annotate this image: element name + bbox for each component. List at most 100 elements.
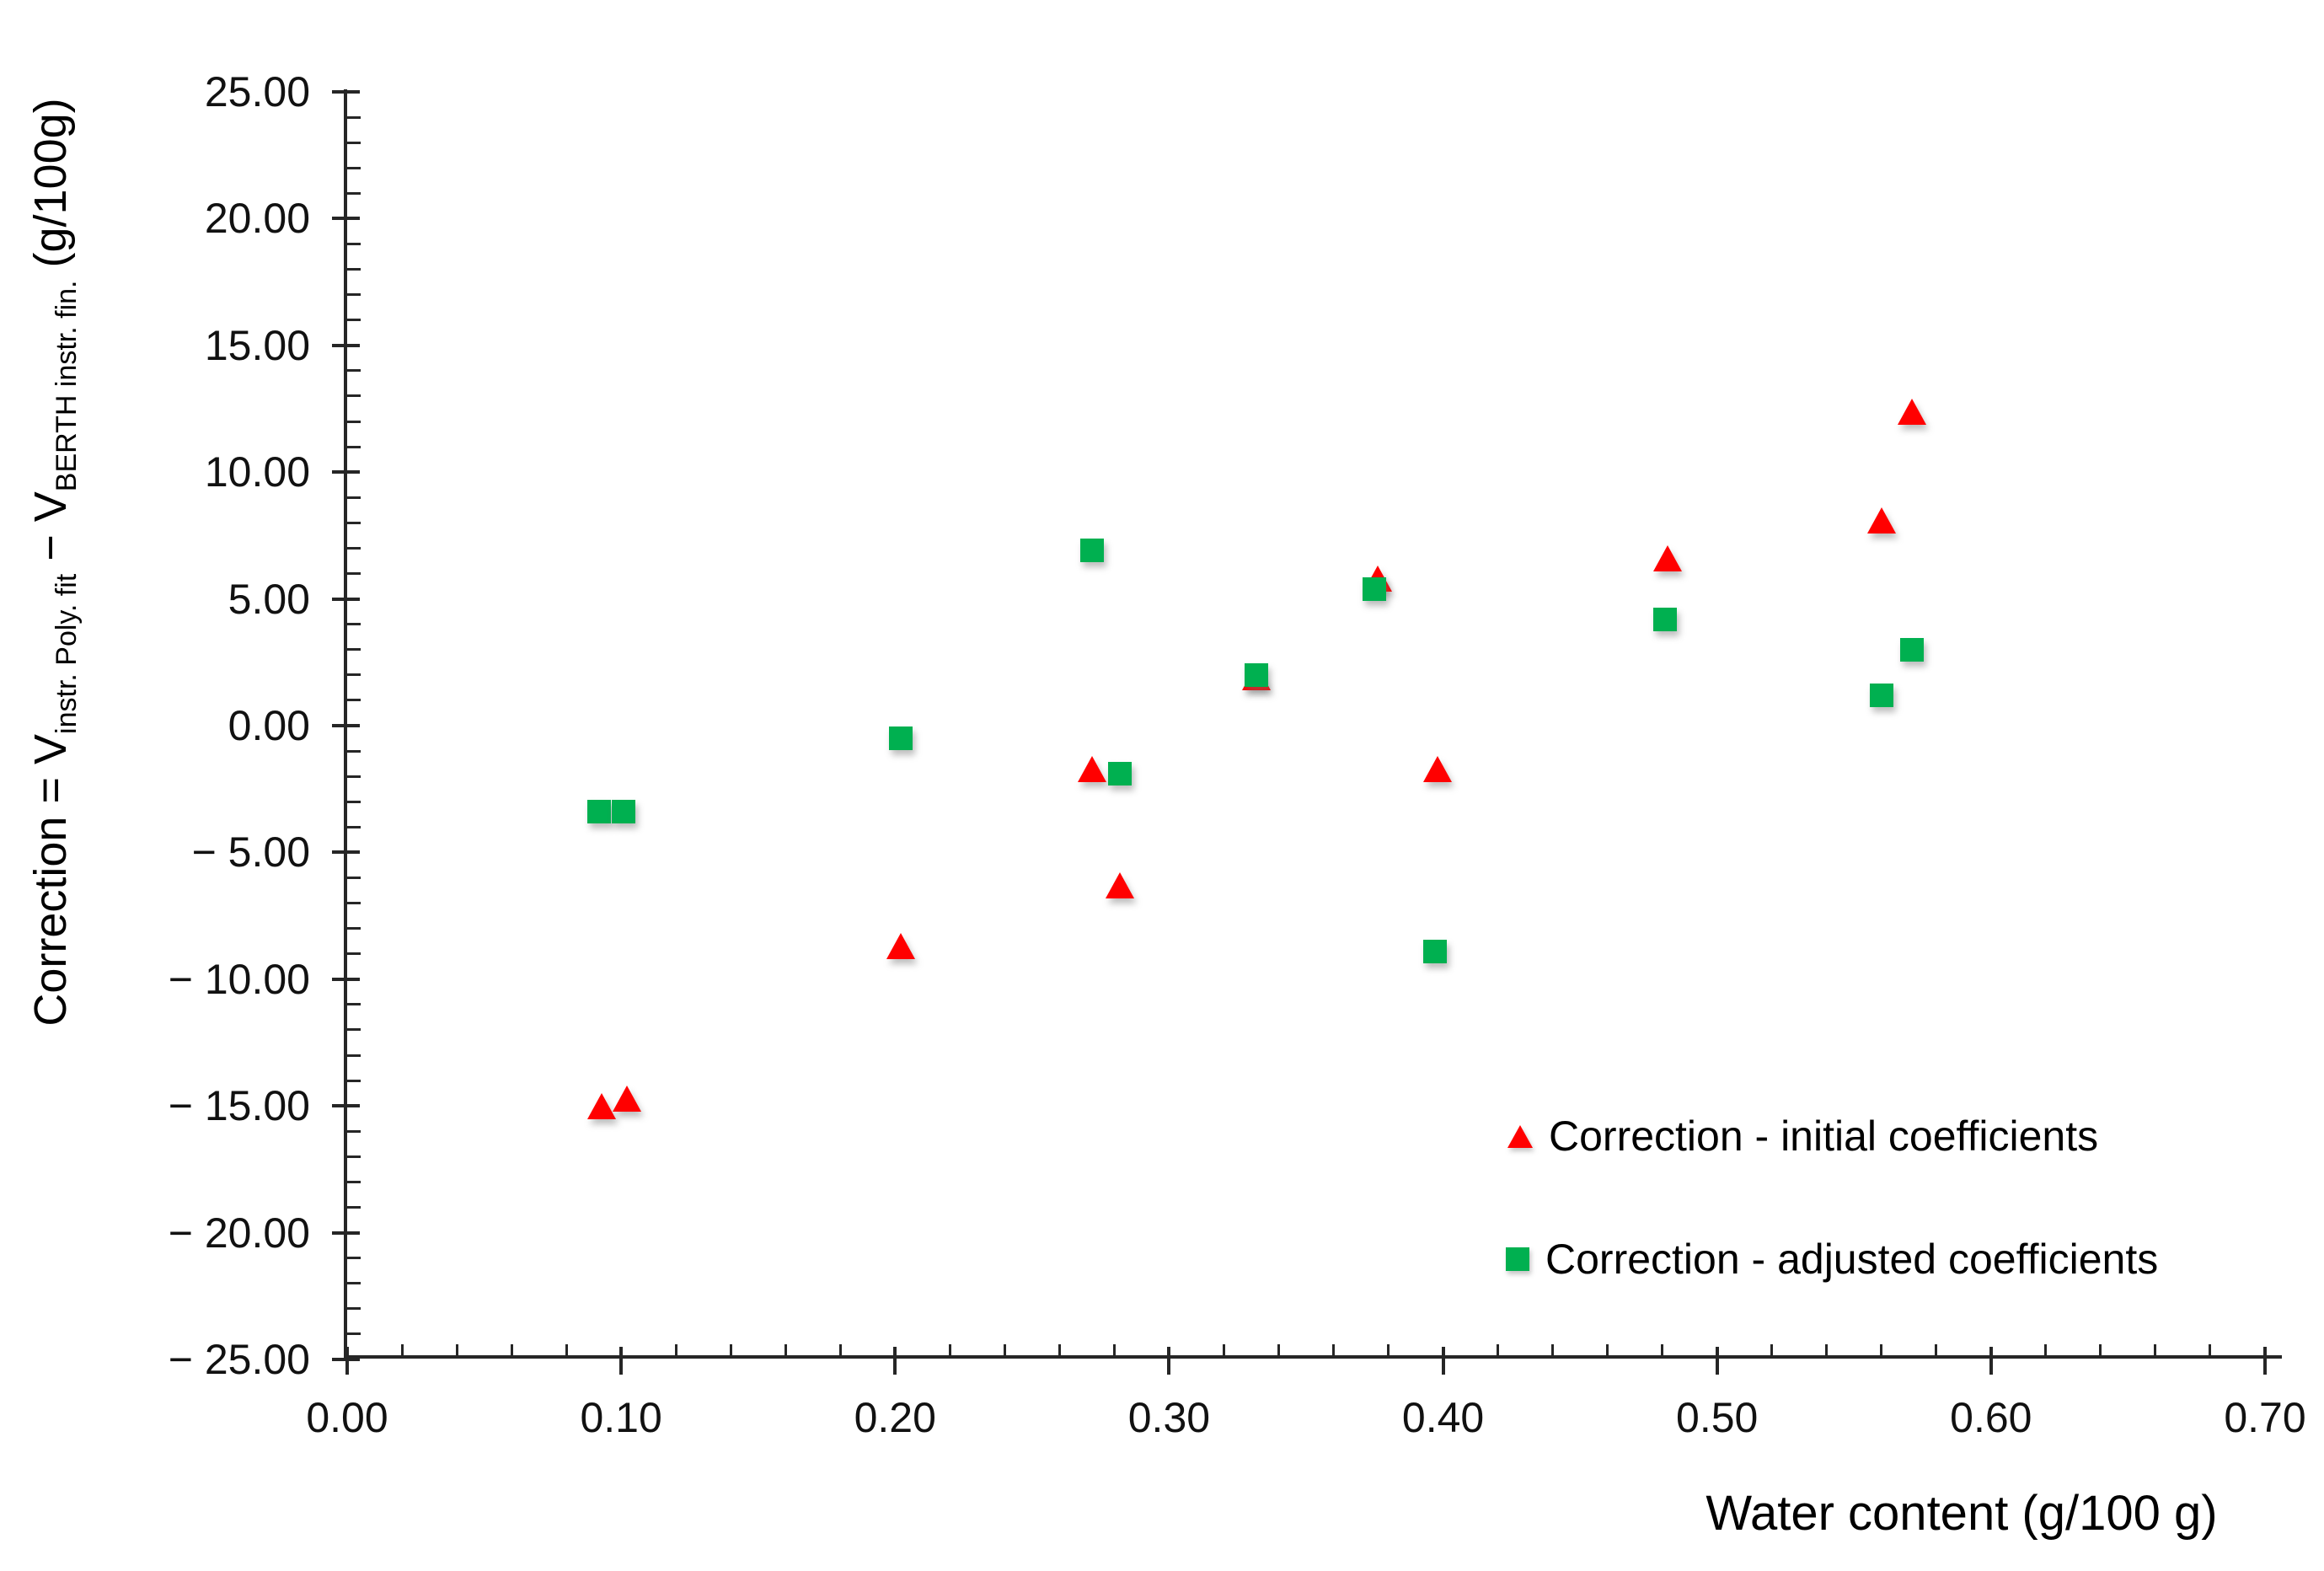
y-minor-tick — [347, 648, 361, 651]
x-minor-tick — [1112, 1344, 1116, 1357]
x-tick-label: 0.20 — [854, 1394, 936, 1441]
y-minor-tick — [347, 902, 361, 905]
y-minor-tick — [347, 825, 361, 828]
x-minor-tick — [1058, 1344, 1061, 1357]
x-minor-tick — [784, 1344, 787, 1357]
data-point-square — [1869, 683, 1893, 707]
x-major-tick — [619, 1347, 624, 1375]
x-major-tick — [1441, 1347, 1445, 1375]
data-point-square — [1080, 539, 1105, 563]
y-major-tick — [332, 470, 360, 475]
y-tick-label: − 25.00 — [168, 1336, 310, 1383]
x-minor-tick — [1003, 1344, 1006, 1357]
x-minor-tick — [2099, 1344, 2102, 1357]
y-minor-tick — [347, 1054, 361, 1057]
x-minor-tick — [1880, 1344, 1883, 1357]
y-minor-tick — [347, 445, 361, 448]
y-minor-tick — [347, 1079, 361, 1082]
y-minor-tick — [347, 927, 361, 930]
x-minor-tick — [2209, 1344, 2212, 1357]
y-minor-tick — [347, 166, 361, 169]
y-minor-tick — [347, 699, 361, 702]
y-major-tick — [332, 850, 360, 855]
y-tick-label: 20.00 — [204, 195, 310, 243]
data-point-triangle — [886, 933, 915, 960]
data-point-square — [1245, 662, 1269, 687]
data-point-square — [1422, 939, 1447, 963]
y-minor-tick — [347, 369, 361, 373]
y-minor-tick — [347, 1206, 361, 1209]
legend-item-adjusted: Correction - adjusted coefficients — [1506, 1236, 2158, 1283]
data-point-square — [888, 727, 913, 751]
data-point-triangle — [1078, 755, 1107, 782]
y-minor-tick — [347, 141, 361, 144]
x-major-tick — [2263, 1347, 2267, 1375]
y-major-tick — [332, 1104, 360, 1108]
y-tick-label: − 10.00 — [168, 955, 310, 1003]
x-tick-label: 0.30 — [1127, 1394, 1211, 1441]
data-point-square — [1652, 607, 1677, 631]
y-minor-tick — [347, 952, 361, 956]
y-minor-tick — [347, 673, 361, 677]
y-minor-tick — [347, 623, 361, 626]
green-square-legend-icon — [1506, 1247, 1529, 1271]
y-minor-tick — [347, 1307, 361, 1311]
y-minor-tick — [347, 876, 361, 879]
y-minor-tick — [347, 1155, 361, 1158]
x-tick-label: 0.40 — [1401, 1394, 1485, 1441]
legend-label-initial: Correction - initial coefficients — [1549, 1113, 2099, 1160]
x-minor-tick — [1222, 1344, 1225, 1357]
x-minor-tick — [1825, 1344, 1829, 1357]
y-axis-title-sub2: BERTH instr. fin. — [50, 280, 83, 492]
x-axis-title: Water content (g/100 g) — [1706, 1486, 2218, 1541]
y-major-tick — [332, 90, 360, 94]
y-minor-tick — [347, 394, 361, 398]
y-minor-tick — [347, 775, 361, 778]
y-minor-tick — [347, 268, 361, 271]
legend-label-adjusted: Correction - adjusted coefficients — [1545, 1236, 2159, 1283]
data-point-triangle — [587, 1092, 617, 1119]
x-minor-tick — [1606, 1344, 1609, 1357]
y-tick-label: 15.00 — [204, 321, 310, 369]
x-minor-tick — [948, 1344, 951, 1357]
x-minor-tick — [674, 1344, 677, 1357]
y-major-tick — [332, 217, 360, 221]
x-tick-label: 0.50 — [1676, 1394, 1759, 1441]
y-tick-label: − 15.00 — [168, 1082, 310, 1130]
x-minor-tick — [2154, 1344, 2157, 1357]
x-minor-tick — [2044, 1344, 2048, 1357]
y-tick-label: 5.00 — [228, 575, 310, 623]
x-minor-tick — [1661, 1344, 1664, 1357]
y-minor-tick — [347, 496, 361, 499]
x-minor-tick — [1551, 1344, 1555, 1357]
y-tick-label: 25.00 — [204, 68, 310, 115]
x-tick-label: 0.60 — [1950, 1394, 2032, 1441]
x-minor-tick — [455, 1344, 458, 1357]
y-tick-label: − 5.00 — [191, 828, 310, 877]
y-minor-tick — [347, 521, 361, 524]
y-minor-tick — [347, 1257, 361, 1260]
x-major-tick — [1167, 1347, 1171, 1375]
y-axis-title-end: (g/100g) — [25, 98, 76, 281]
x-minor-tick — [838, 1344, 842, 1357]
y-minor-tick — [347, 1180, 361, 1183]
y-minor-tick — [347, 1332, 361, 1336]
x-minor-tick — [729, 1344, 732, 1357]
red-triangle-legend-icon — [1507, 1124, 1533, 1148]
data-point-triangle — [612, 1085, 641, 1112]
x-minor-tick — [400, 1344, 404, 1357]
y-major-tick — [332, 1231, 360, 1235]
data-point-square — [1899, 637, 1924, 662]
x-major-tick — [893, 1347, 897, 1375]
y-minor-tick — [347, 1003, 361, 1006]
x-minor-tick — [1935, 1344, 1938, 1357]
x-major-tick — [345, 1347, 349, 1375]
y-minor-tick — [347, 749, 361, 753]
data-point-triangle — [1897, 398, 1926, 425]
legend-item-initial: Correction - initial coefficients — [1507, 1113, 2098, 1160]
y-minor-tick — [347, 572, 361, 576]
x-minor-tick — [1387, 1344, 1390, 1357]
data-point-square — [1363, 576, 1387, 601]
y-minor-tick — [347, 242, 361, 245]
